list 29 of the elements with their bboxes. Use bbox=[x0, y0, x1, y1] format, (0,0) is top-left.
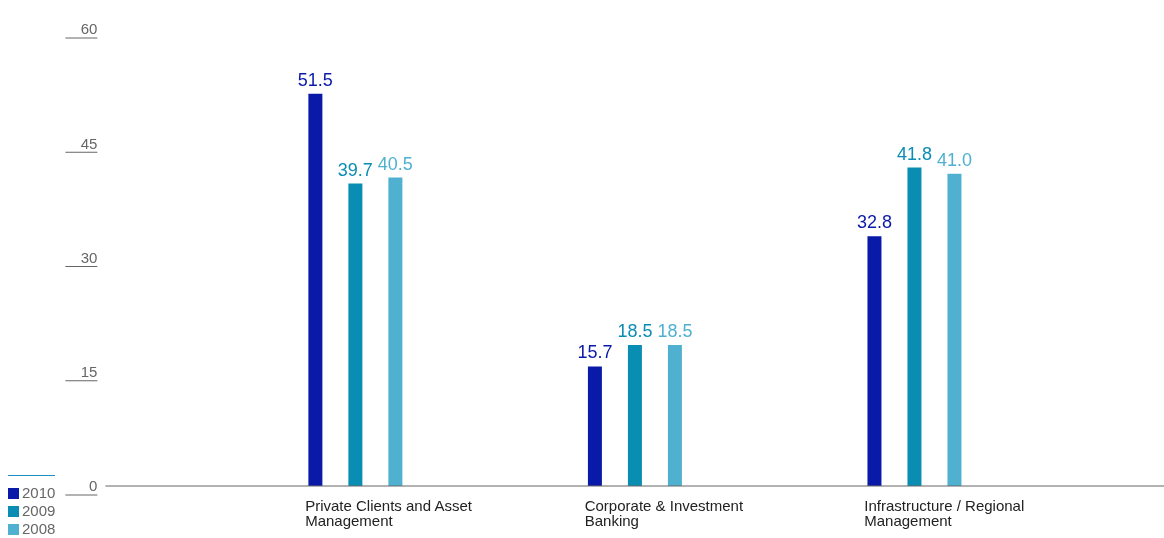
y-tick-label: 30 bbox=[80, 248, 98, 266]
y-tick-label: 15 bbox=[80, 363, 98, 380]
x-tick-label: Corporate & Investment Banking bbox=[584, 496, 744, 529]
bar bbox=[907, 167, 922, 486]
legend-label: 2009 bbox=[22, 502, 56, 519]
data-label: 18.5 bbox=[657, 321, 693, 342]
data-label: 40.5 bbox=[377, 153, 413, 174]
data-label: 51.5 bbox=[297, 69, 333, 90]
legend-label: 2008 bbox=[22, 520, 56, 537]
bar bbox=[308, 93, 323, 486]
bar bbox=[627, 345, 642, 486]
x-tick-label: Private Clients and Asset Management bbox=[305, 496, 473, 529]
y-tick-label: 45 bbox=[80, 134, 98, 152]
y-tick-label: 60 bbox=[80, 20, 98, 38]
bar bbox=[348, 183, 363, 486]
bar bbox=[867, 236, 882, 486]
bar bbox=[388, 177, 403, 486]
data-label: 41.0 bbox=[936, 149, 972, 170]
data-label: 32.8 bbox=[856, 212, 892, 233]
bar bbox=[667, 345, 682, 486]
data-label: 39.7 bbox=[337, 159, 373, 180]
bar bbox=[587, 366, 602, 486]
data-label: 41.8 bbox=[896, 143, 932, 164]
bar bbox=[947, 173, 962, 486]
y-tick-label: 0 bbox=[89, 477, 98, 495]
legend-label: 2010 bbox=[22, 484, 56, 501]
data-label: 15.7 bbox=[577, 342, 613, 363]
data-label: 18.5 bbox=[617, 321, 653, 342]
x-tick-label: Infrastructure / Regional Management bbox=[864, 496, 1025, 529]
